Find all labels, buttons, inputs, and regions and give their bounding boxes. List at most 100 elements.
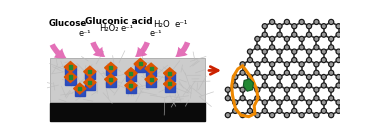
Circle shape xyxy=(321,100,326,105)
Circle shape xyxy=(271,38,273,40)
Circle shape xyxy=(308,59,310,61)
Circle shape xyxy=(308,101,310,104)
Circle shape xyxy=(270,36,274,41)
Circle shape xyxy=(284,113,290,118)
Circle shape xyxy=(262,100,267,105)
Circle shape xyxy=(234,101,237,104)
Circle shape xyxy=(314,70,319,75)
Circle shape xyxy=(307,83,311,88)
Circle shape xyxy=(336,83,341,88)
Polygon shape xyxy=(145,74,157,85)
Circle shape xyxy=(277,32,282,37)
Circle shape xyxy=(307,32,311,37)
Circle shape xyxy=(336,24,341,29)
Bar xyxy=(126,72,136,81)
Circle shape xyxy=(299,45,304,50)
Circle shape xyxy=(299,70,304,75)
Circle shape xyxy=(284,19,290,24)
Bar xyxy=(85,82,95,90)
Circle shape xyxy=(277,83,282,88)
Circle shape xyxy=(248,75,253,79)
Circle shape xyxy=(255,45,260,50)
Circle shape xyxy=(314,113,319,118)
Circle shape xyxy=(263,25,266,27)
Circle shape xyxy=(255,113,260,118)
Circle shape xyxy=(233,100,238,105)
Circle shape xyxy=(299,19,304,24)
Circle shape xyxy=(226,97,229,99)
Bar xyxy=(85,71,95,79)
Polygon shape xyxy=(134,59,146,69)
Circle shape xyxy=(271,46,273,49)
Bar xyxy=(88,81,91,84)
Bar xyxy=(88,70,91,73)
Circle shape xyxy=(256,71,259,74)
Circle shape xyxy=(226,114,229,116)
Circle shape xyxy=(270,87,274,92)
Bar xyxy=(168,82,171,85)
Circle shape xyxy=(292,100,297,105)
Circle shape xyxy=(322,25,325,27)
Circle shape xyxy=(249,59,251,61)
Circle shape xyxy=(329,19,334,24)
Text: e⁻¹: e⁻¹ xyxy=(121,24,133,33)
Bar xyxy=(168,72,171,75)
Circle shape xyxy=(262,32,267,37)
Circle shape xyxy=(337,84,340,87)
Bar xyxy=(129,84,133,87)
Circle shape xyxy=(293,101,296,104)
Circle shape xyxy=(248,108,253,113)
Circle shape xyxy=(248,83,253,88)
Circle shape xyxy=(329,36,334,41)
Circle shape xyxy=(336,32,341,37)
Circle shape xyxy=(292,83,297,88)
Circle shape xyxy=(321,32,326,37)
Circle shape xyxy=(308,33,310,36)
Circle shape xyxy=(321,75,326,79)
Circle shape xyxy=(263,84,266,87)
Circle shape xyxy=(314,19,319,24)
Circle shape xyxy=(322,50,325,53)
Circle shape xyxy=(256,88,259,91)
Circle shape xyxy=(321,58,326,63)
Circle shape xyxy=(240,113,245,118)
Circle shape xyxy=(234,84,237,87)
Circle shape xyxy=(301,114,303,116)
Bar xyxy=(135,63,145,72)
Circle shape xyxy=(271,71,273,74)
Circle shape xyxy=(315,71,318,74)
Circle shape xyxy=(278,33,281,36)
Bar xyxy=(165,72,175,81)
FancyArrowPatch shape xyxy=(50,43,66,58)
Circle shape xyxy=(292,58,297,63)
Circle shape xyxy=(293,50,296,53)
Circle shape xyxy=(233,108,238,113)
Circle shape xyxy=(336,49,341,54)
Bar xyxy=(109,78,112,81)
Circle shape xyxy=(314,62,319,67)
Text: e⁻¹: e⁻¹ xyxy=(150,29,162,38)
Circle shape xyxy=(308,84,310,87)
Circle shape xyxy=(322,110,325,112)
Circle shape xyxy=(278,50,281,53)
Circle shape xyxy=(255,96,260,101)
Circle shape xyxy=(330,97,332,99)
Polygon shape xyxy=(105,74,117,85)
Circle shape xyxy=(226,88,229,91)
Circle shape xyxy=(284,62,290,67)
Circle shape xyxy=(301,71,303,74)
Circle shape xyxy=(308,110,310,112)
Circle shape xyxy=(284,45,290,50)
Circle shape xyxy=(301,46,303,49)
Circle shape xyxy=(262,75,267,79)
Bar xyxy=(146,79,156,87)
Circle shape xyxy=(293,59,296,61)
Circle shape xyxy=(263,59,266,61)
Bar xyxy=(109,66,112,69)
Circle shape xyxy=(322,84,325,87)
Circle shape xyxy=(322,101,325,104)
Circle shape xyxy=(225,87,230,92)
Circle shape xyxy=(225,96,230,101)
Circle shape xyxy=(286,38,288,40)
Circle shape xyxy=(262,58,267,63)
